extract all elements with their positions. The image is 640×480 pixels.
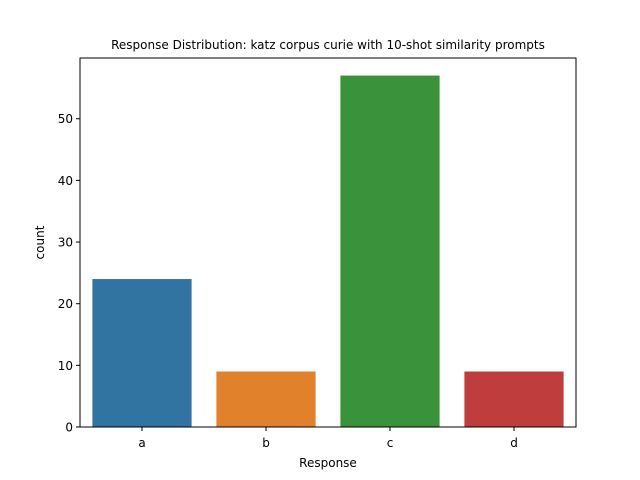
bar-a xyxy=(92,279,192,427)
y-tick-label: 10 xyxy=(58,359,73,373)
x-tick-label: b xyxy=(262,436,270,450)
bar-d xyxy=(464,371,564,427)
y-tick-label: 30 xyxy=(58,236,73,250)
x-axis-label: Response xyxy=(299,456,357,470)
bars-group xyxy=(92,75,564,428)
chart-title: Response Distribution: katz corpus curie… xyxy=(111,38,545,52)
x-tick-label: c xyxy=(387,436,394,450)
plot-frame xyxy=(79,57,577,428)
y-tick-label: 0 xyxy=(65,421,73,435)
x-tick-label: a xyxy=(138,436,145,450)
y-tick-label: 20 xyxy=(58,297,73,311)
bar-b xyxy=(216,371,316,427)
y-axis: 0 10 20 30 40 50 xyxy=(58,112,80,435)
y-axis-label: count xyxy=(33,225,47,259)
y-tick-label: 40 xyxy=(58,174,73,188)
x-axis: a b c d xyxy=(138,427,518,450)
y-tick-label: 50 xyxy=(58,112,73,126)
bar-c xyxy=(340,75,440,428)
x-tick-label: d xyxy=(510,436,518,450)
